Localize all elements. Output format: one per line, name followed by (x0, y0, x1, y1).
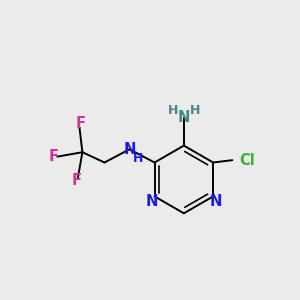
Text: H: H (133, 152, 143, 165)
Text: F: F (76, 116, 86, 131)
Text: H: H (167, 104, 178, 117)
Text: H: H (190, 104, 200, 117)
Text: Cl: Cl (240, 153, 255, 168)
Text: F: F (49, 149, 59, 164)
Text: N: N (209, 194, 222, 209)
Text: N: N (123, 142, 136, 157)
Text: N: N (178, 110, 190, 125)
Text: F: F (71, 173, 82, 188)
Text: N: N (146, 194, 158, 209)
